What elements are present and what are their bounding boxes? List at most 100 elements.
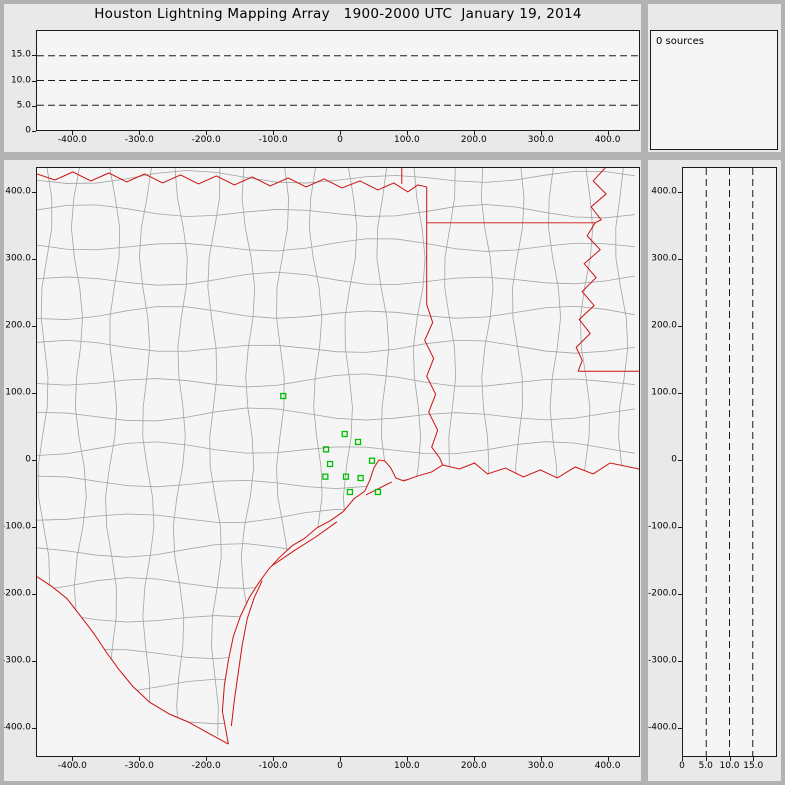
tick-label: 15.0	[743, 761, 764, 771]
tick-label: 200.0	[5, 320, 31, 331]
tick-mark	[273, 757, 275, 761]
tick-label: 0	[337, 761, 343, 771]
tick-mark	[32, 55, 36, 57]
tick-mark	[678, 259, 682, 261]
tick-label: 0	[337, 135, 343, 145]
tick-label: -400.0	[1, 722, 31, 733]
tick-mark	[206, 757, 208, 761]
tick-label: 100.0	[394, 761, 420, 771]
tick-label: -400.0	[647, 722, 677, 733]
tick-mark	[32, 192, 36, 194]
tick-mark	[72, 131, 74, 135]
tick-label: 0	[679, 761, 685, 771]
plan-view-map	[37, 168, 639, 745]
tick-mark	[705, 757, 707, 761]
tick-label: -300.0	[647, 655, 677, 666]
tick-label: -200.0	[647, 588, 677, 599]
altitude-ns-panel[interactable]	[682, 167, 777, 757]
tick-mark	[678, 526, 682, 528]
tick-mark	[340, 757, 341, 761]
tick-mark	[678, 593, 682, 595]
tick-label: 300.0	[527, 761, 554, 771]
tick-label: 10.0	[10, 75, 31, 85]
tick-label: 200.0	[651, 320, 677, 331]
plan-view-map-panel[interactable]	[36, 167, 640, 757]
tick-label: -100.0	[258, 135, 288, 145]
tick-mark	[678, 660, 682, 662]
vertical-divider	[641, 4, 648, 781]
source-count-panel: 0 sources	[650, 30, 778, 150]
tick-mark	[206, 131, 208, 135]
county-boundaries	[37, 168, 636, 737]
tick-mark	[32, 80, 36, 82]
horizontal-divider	[4, 152, 781, 160]
tick-label: 400.0	[594, 135, 621, 145]
tick-mark	[139, 757, 141, 761]
tick-mark	[139, 131, 141, 135]
rio-grande-border	[37, 576, 229, 745]
tick-label: -300.0	[1, 655, 31, 666]
tick-label: 100.0	[651, 387, 677, 398]
tick-label: -400.0	[57, 761, 87, 771]
texas-arkansas-louisiana-border	[424, 186, 444, 466]
tick-label: -300.0	[124, 761, 154, 771]
tick-mark	[406, 131, 408, 135]
tick-mark	[273, 131, 275, 135]
tick-label: 400.0	[594, 761, 621, 771]
tick-label: -100.0	[647, 521, 677, 532]
coastline	[221, 459, 639, 745]
state-borders-and-coastline	[37, 168, 639, 745]
tick-label: 15.0	[10, 49, 31, 60]
tick-label: -100.0	[258, 761, 288, 771]
tick-mark	[32, 326, 36, 328]
tick-label: -200.0	[191, 135, 221, 145]
tick-mark	[32, 460, 36, 461]
padre-island-barrier	[230, 580, 263, 727]
tick-label: 0	[25, 454, 31, 465]
tick-mark	[340, 131, 341, 135]
tick-label: -200.0	[1, 588, 31, 599]
tick-mark	[32, 131, 36, 132]
tick-mark	[32, 727, 36, 729]
tick-mark	[32, 660, 36, 662]
tick-label: 300.0	[527, 135, 554, 145]
tick-mark	[678, 460, 682, 461]
tick-mark	[540, 131, 542, 135]
tick-mark	[32, 526, 36, 528]
tick-mark	[607, 757, 609, 761]
tick-label: 300.0	[651, 253, 677, 264]
red-river-border	[37, 171, 427, 193]
tick-mark	[32, 259, 36, 261]
galveston-island	[365, 481, 393, 496]
tick-mark	[678, 393, 682, 395]
tick-mark	[729, 757, 731, 761]
altitude-ns-plot	[705, 168, 754, 756]
tick-mark	[540, 757, 542, 761]
tick-mark	[678, 727, 682, 729]
page-title: Houston Lightning Mapping Array 1900-200…	[94, 6, 582, 22]
tick-label: 0	[671, 454, 677, 465]
tick-mark	[406, 757, 408, 761]
tick-mark	[32, 593, 36, 595]
tick-label: -100.0	[1, 521, 31, 532]
altitude-ew-panel[interactable]	[36, 30, 640, 131]
tick-mark	[678, 326, 682, 328]
tick-label: 10.0	[719, 761, 740, 771]
altitude-ew-plot	[37, 55, 639, 106]
source-count-label: 0 sources	[656, 36, 704, 47]
tick-label: 0	[25, 125, 31, 136]
lma-station-markers	[280, 392, 382, 496]
tick-mark	[682, 757, 683, 761]
tick-mark	[72, 757, 74, 761]
tick-label: -400.0	[57, 135, 87, 145]
tick-label: 100.0	[394, 135, 420, 145]
mississippi-river-border	[575, 168, 607, 372]
tick-mark	[678, 192, 682, 194]
tick-mark	[473, 131, 475, 135]
tick-label: 300.0	[5, 253, 31, 264]
tick-label: 200.0	[460, 135, 487, 145]
tick-label: -300.0	[124, 135, 154, 145]
tick-label: 200.0	[460, 761, 487, 771]
tick-label: 400.0	[651, 186, 677, 197]
